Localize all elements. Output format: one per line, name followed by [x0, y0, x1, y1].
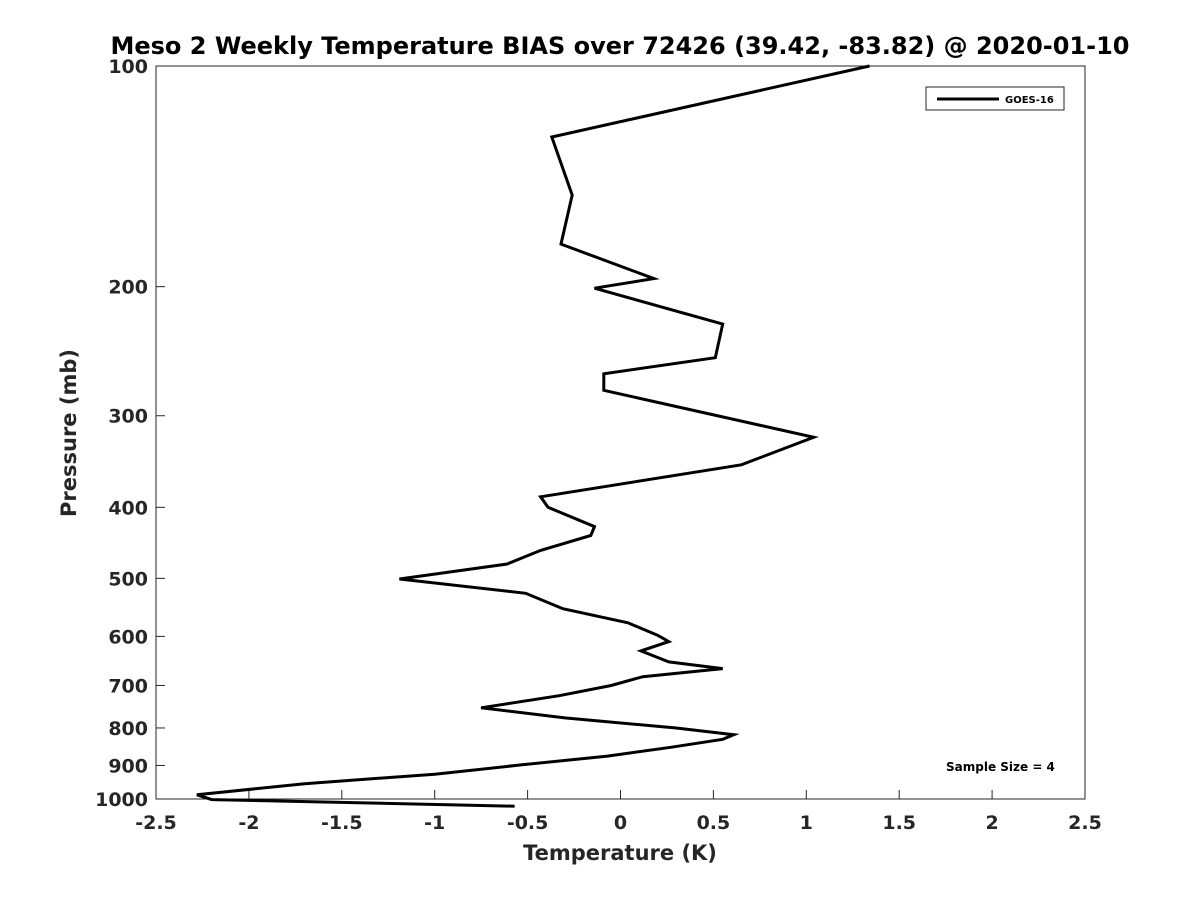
legend: GOES-16 [925, 86, 1065, 111]
x-tick-label: 2.5 [1068, 812, 1102, 834]
x-tick-label: 1.5 [882, 812, 916, 834]
y-tick-label: 900 [108, 755, 148, 777]
x-tick-label: 1 [800, 812, 813, 834]
x-tick-label: -1 [424, 812, 445, 834]
y-tick-label: 300 [108, 406, 148, 428]
series-layer [196, 64, 870, 808]
x-tick-label: 0.5 [697, 812, 731, 834]
x-tick-label: -2.5 [135, 812, 177, 834]
x-tick-label: -0.5 [507, 812, 549, 834]
y-tick-label: 800 [108, 718, 148, 740]
series-line-goes-16 [196, 64, 870, 808]
y-tick-label: 600 [108, 626, 148, 648]
x-axis-ticks: -2.5 -2 -1.5 -1 -0.5 0 0.5 1 1.5 2 2.5 [135, 790, 1102, 834]
y-axis-ticks: 100 200 300 400 500 600 700 800 900 1000 [95, 56, 165, 811]
y-tick-label: 100 [108, 56, 148, 78]
x-tick-label: 2 [985, 812, 998, 834]
plot-area-frame [155, 65, 1086, 800]
y-axis-label: Pressure (mb) [57, 349, 81, 517]
x-tick-label: -2 [238, 812, 259, 834]
y-tick-label: 200 [108, 277, 148, 299]
chart-title: Meso 2 Weekly Temperature BIAS over 7242… [110, 32, 1129, 60]
x-axis-label: Temperature (K) [523, 841, 717, 865]
x-tick-label: 0 [614, 812, 627, 834]
y-tick-label: 500 [108, 568, 148, 590]
y-tick-label: 700 [108, 675, 148, 697]
sample-size-annotation: Sample Size = 4 [946, 760, 1055, 774]
legend-label-goes-16: GOES-16 [1005, 95, 1054, 106]
y-tick-label: 400 [108, 497, 148, 519]
x-tick-label: -1.5 [321, 812, 363, 834]
y-tick-label: 1000 [95, 789, 148, 811]
